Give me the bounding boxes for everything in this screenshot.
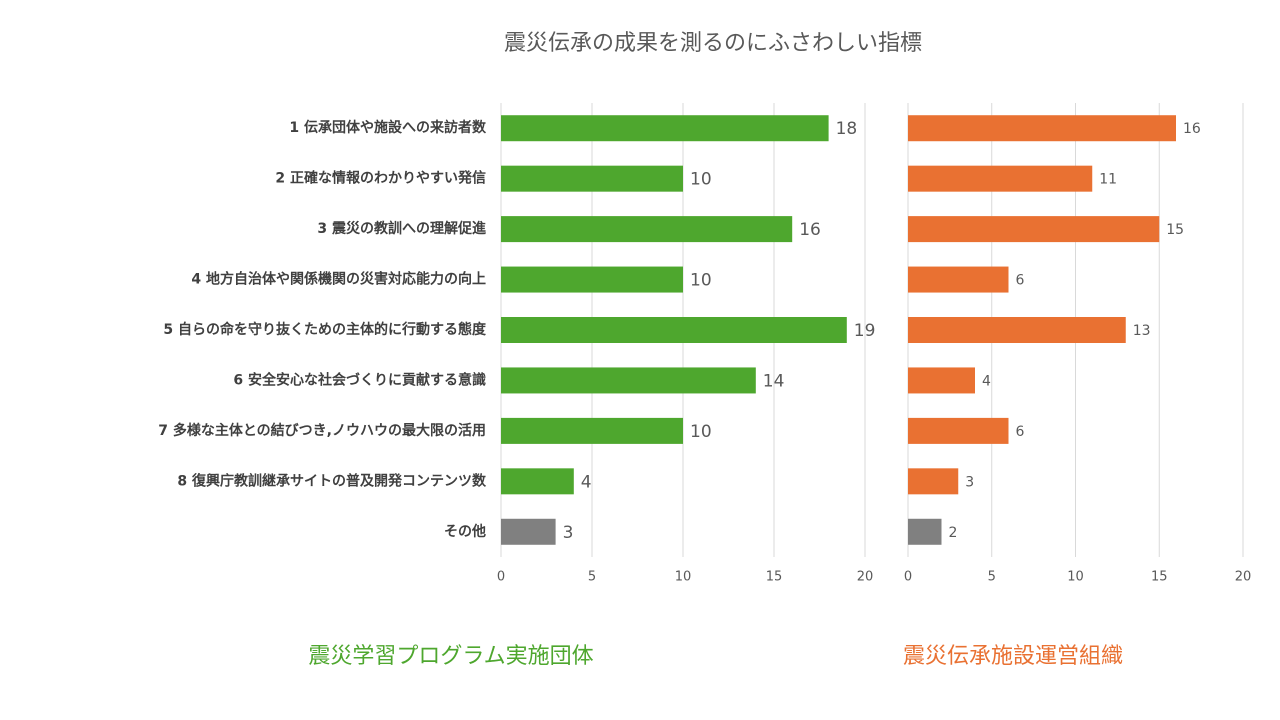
value-label: 4 <box>581 472 592 492</box>
x-tick-label: 10 <box>1067 570 1084 585</box>
x-tick-label: 15 <box>766 570 783 585</box>
category-label: 4 地方自治体や関係機関の災害対応能力の向上 <box>191 271 486 288</box>
category-label: その他 <box>444 523 486 540</box>
bar <box>501 165 683 192</box>
bar <box>908 266 1009 293</box>
category-label: 8 復興庁教訓継承サイトの普及開発コンテンツ数 <box>177 472 487 489</box>
x-tick-label: 5 <box>588 570 596 585</box>
bar <box>908 518 942 545</box>
bar <box>501 367 756 394</box>
bar <box>908 216 1160 243</box>
value-label: 16 <box>799 220 821 240</box>
value-label: 11 <box>1099 172 1117 188</box>
bar <box>501 317 847 343</box>
value-label: 10 <box>690 271 712 291</box>
value-label: 6 <box>1016 273 1025 289</box>
bar <box>908 367 975 394</box>
x-tick-label: 0 <box>497 570 505 585</box>
x-tick-label: 20 <box>857 570 874 585</box>
x-tick-label: 5 <box>988 570 996 585</box>
bar <box>908 468 959 495</box>
bar <box>501 468 574 495</box>
category-label: 6 安全安心な社会づくりに貢献する意識 <box>233 371 486 388</box>
value-label: 18 <box>836 119 858 139</box>
value-label: 3 <box>965 474 974 490</box>
x-tick-label: 10 <box>675 570 692 585</box>
category-label: 3 震災の教訓への理解促進 <box>317 220 486 237</box>
value-label: 3 <box>563 523 574 543</box>
x-tick-label: 15 <box>1151 570 1168 585</box>
value-label: 6 <box>1016 424 1025 440</box>
category-label: 5 自らの命を守り抜くための主体的に行動する態度 <box>163 321 487 338</box>
category-label: 7 多様な主体との結びつき,ノウハウの最大限の活用 <box>158 422 486 439</box>
bar <box>501 115 829 142</box>
value-label: 16 <box>1183 121 1201 137</box>
bar <box>908 165 1093 192</box>
value-label: 13 <box>1133 323 1151 339</box>
x-tick-label: 0 <box>904 570 912 585</box>
chart-caption: 震災学習プログラム実施団体 <box>308 644 593 669</box>
category-label: 1 伝承団体や施設への来訪者数 <box>289 119 487 136</box>
bar <box>501 216 793 243</box>
value-label: 14 <box>763 371 785 391</box>
x-tick-label: 20 <box>1235 570 1252 585</box>
bar <box>501 518 556 545</box>
value-label: 4 <box>982 373 991 389</box>
value-label: 2 <box>949 525 958 541</box>
value-label: 15 <box>1166 222 1184 238</box>
value-label: 19 <box>854 321 876 341</box>
category-label: 2 正確な情報のわかりやすい発信 <box>275 170 486 187</box>
bar <box>501 417 683 444</box>
bar <box>908 115 1176 142</box>
value-label: 10 <box>690 170 712 190</box>
chart-title: 震災伝承の成果を測るのにふさわしい指標 <box>504 31 922 56</box>
bar <box>908 417 1009 444</box>
value-label: 10 <box>690 422 712 442</box>
bar <box>501 266 683 293</box>
bar <box>908 317 1126 343</box>
chart-caption: 震災伝承施設運営組織 <box>903 644 1123 669</box>
